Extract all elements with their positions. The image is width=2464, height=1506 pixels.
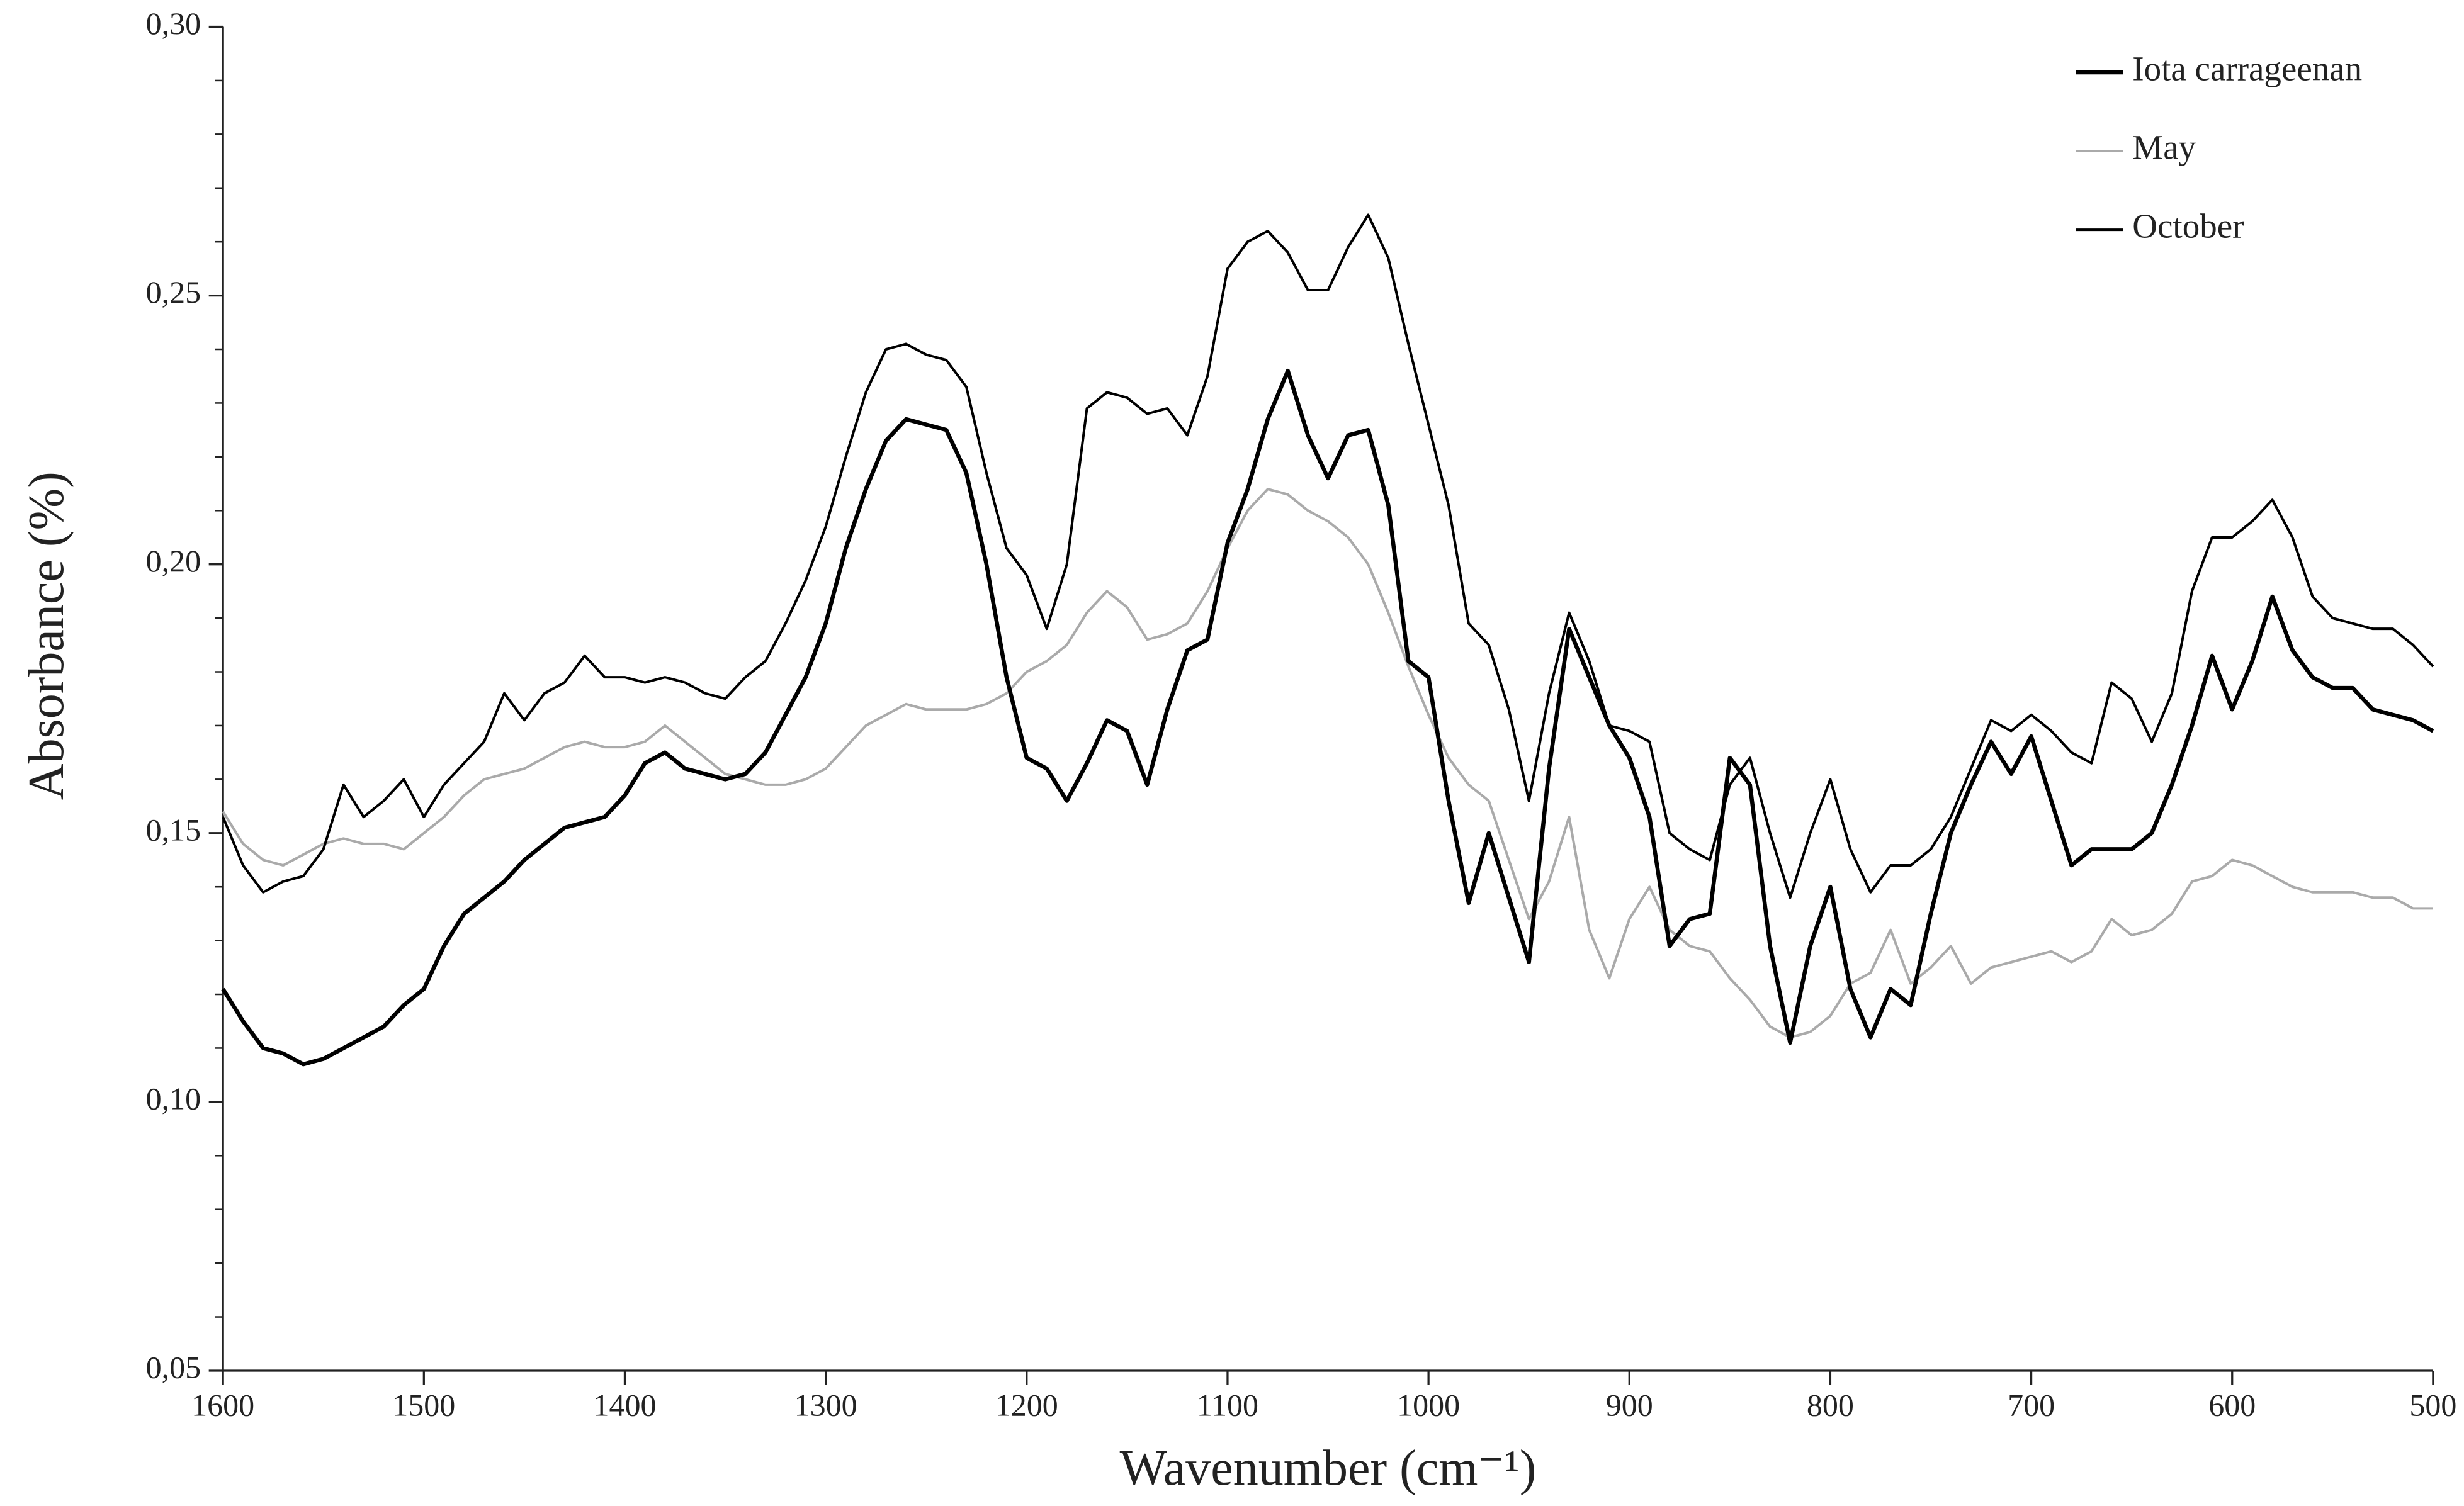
x-axis-title: Wavenumber (cm⁻¹) <box>1120 1441 1537 1496</box>
legend-label: May <box>2132 128 2196 167</box>
y-tick-label: 0,15 <box>146 812 201 847</box>
legend-label: Iota carrageenan <box>2132 50 2362 88</box>
series-line <box>221 368 2434 1067</box>
x-tick-label: 800 <box>1807 1387 1854 1422</box>
series-line <box>222 213 2434 899</box>
x-tick-label: 900 <box>1606 1387 1653 1422</box>
series-line <box>222 488 2433 1039</box>
y-axis-title: Absorbance (%) <box>19 471 74 800</box>
x-tick-label: 1300 <box>794 1387 857 1422</box>
x-tick-label: 500 <box>2409 1387 2456 1422</box>
x-tick-label: 1100 <box>1197 1387 1258 1422</box>
y-tick-label: 0,20 <box>146 543 201 578</box>
y-tick-label: 0,05 <box>146 1349 201 1385</box>
x-tick-label: 1500 <box>392 1387 455 1422</box>
x-tick-label: 700 <box>2008 1387 2055 1422</box>
y-tick-label: 0,25 <box>146 274 201 310</box>
x-tick-label: 1400 <box>593 1387 656 1422</box>
x-tick-label: 1200 <box>995 1387 1058 1422</box>
x-tick-label: 1000 <box>1397 1387 1460 1422</box>
legend-label: October <box>2132 207 2244 245</box>
y-tick-label: 0,30 <box>146 6 201 41</box>
x-tick-label: 1600 <box>191 1387 254 1422</box>
x-tick-label: 600 <box>2208 1387 2256 1422</box>
y-tick-label: 0,10 <box>146 1081 201 1116</box>
